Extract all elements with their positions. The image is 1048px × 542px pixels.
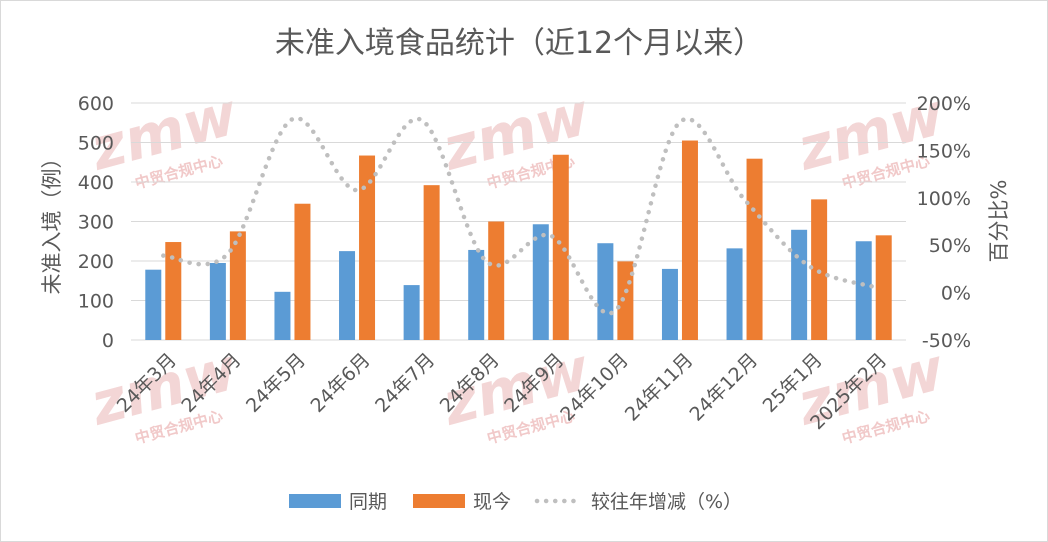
bar-current — [423, 185, 440, 340]
bar-same-period — [468, 249, 485, 340]
bar-same-period — [532, 224, 549, 340]
bar-current — [875, 235, 892, 340]
bar-current — [552, 154, 569, 340]
chart-title: 未准入境食品统计（近12个月以来） — [275, 26, 763, 61]
line-series — [161, 116, 876, 316]
bar-current — [165, 242, 182, 340]
y-tick-label: 300 — [78, 212, 114, 234]
legend-swatch — [413, 494, 465, 508]
bar-same-period — [726, 248, 743, 340]
y-tick-label: 100 — [78, 291, 114, 313]
bar-same-period — [661, 268, 678, 340]
x-tick-label: 24年6月 — [307, 349, 375, 417]
y-tick-label: 200 — [78, 251, 114, 273]
y2-tick-label: 200% — [917, 93, 971, 115]
y2-tick-label: 100% — [917, 188, 971, 210]
bar-same-period — [274, 291, 291, 340]
y2-tick-label: 50% — [929, 235, 971, 257]
y2-tick-label: 0% — [941, 283, 971, 305]
y-axis-ticks: 0 100 200 300 400 500 600 — [78, 93, 114, 352]
y2-tick-label: 150% — [917, 140, 971, 162]
bar-same-period — [339, 251, 356, 340]
y-tick-label: 0 — [102, 330, 114, 352]
y2-axis-label: 百分比% — [987, 180, 1011, 263]
legend-swatch — [289, 494, 341, 508]
bar-current — [681, 140, 698, 340]
y-tick-label: 600 — [78, 93, 114, 115]
y2-tick-label: -50% — [922, 330, 971, 352]
y-tick-label: 400 — [78, 172, 114, 194]
bar-current — [229, 231, 246, 340]
legend: 同期 现今 较往年增减（%） — [289, 491, 742, 513]
bar-same-period — [597, 243, 614, 340]
bar-same-period — [209, 262, 226, 340]
bar-current — [488, 221, 505, 340]
bar-current — [359, 155, 376, 340]
y-axis-label: 未准入境（例） — [40, 148, 64, 295]
legend-label: 现今 — [473, 491, 511, 513]
x-tick-label: 24年12月 — [685, 349, 762, 426]
line-pct-change — [161, 116, 876, 316]
legend-label: 同期 — [349, 491, 387, 513]
bar-same-period — [855, 241, 872, 340]
bar-current — [294, 203, 311, 340]
y-tick-label: 500 — [78, 133, 114, 155]
bar-same-period — [403, 285, 420, 340]
bar-same-period — [145, 269, 162, 340]
legend-label: 较往年增减（%） — [591, 491, 742, 513]
bar-same-period — [791, 229, 808, 340]
y2-axis-ticks: -50% 0% 50% 100% 150% 200% — [917, 93, 971, 352]
bar-current — [746, 158, 763, 340]
x-tick-label: 24年11月 — [621, 349, 698, 426]
x-tick-label: 24年5月 — [242, 349, 310, 417]
x-tick-label: 24年7月 — [371, 349, 439, 417]
